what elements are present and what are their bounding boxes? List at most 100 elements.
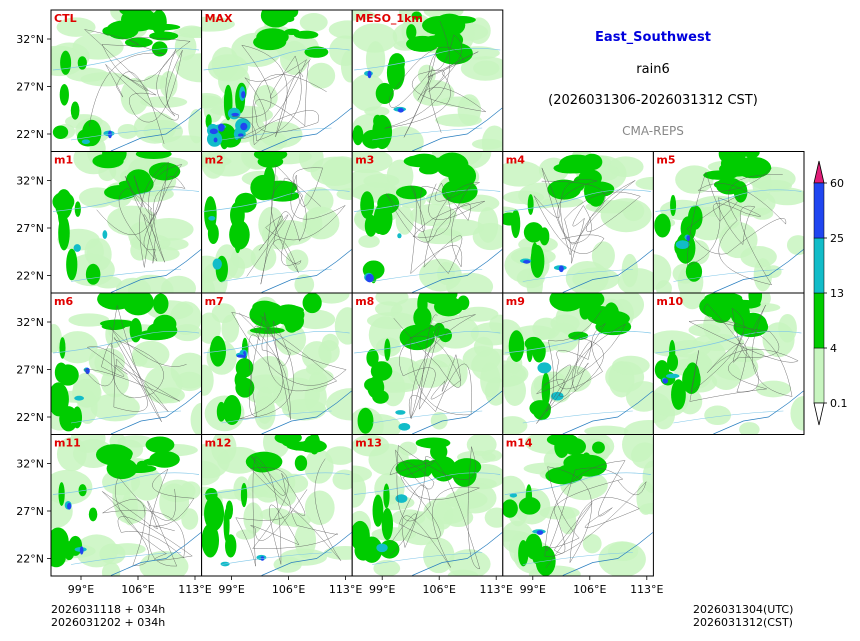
rain-very-heavy — [365, 273, 374, 283]
rain-light — [385, 126, 424, 152]
province-border — [260, 165, 277, 285]
rain-light — [279, 40, 309, 76]
rain-moderate — [57, 364, 79, 386]
rain-moderate — [395, 185, 427, 200]
rain-light — [80, 72, 131, 87]
province-border — [410, 325, 440, 419]
rain-light — [635, 176, 654, 191]
province-border — [254, 489, 308, 541]
province-border — [431, 34, 454, 71]
province-border — [718, 197, 761, 217]
province-border — [398, 445, 476, 480]
rain-light — [704, 405, 732, 426]
colorbar-segment — [813, 347, 825, 404]
colorbar-segment — [813, 292, 825, 349]
rain-very-heavy — [523, 259, 531, 264]
rain-moderate — [372, 114, 393, 150]
colorbar-segment — [813, 237, 825, 294]
rain-moderate — [85, 263, 101, 285]
province-border — [752, 304, 793, 397]
province-border — [262, 349, 291, 420]
province-border — [687, 171, 707, 266]
province-border — [536, 379, 565, 424]
coastline — [412, 249, 503, 293]
province-border — [96, 192, 162, 235]
rain-light — [161, 275, 197, 293]
rain-light — [373, 559, 401, 576]
rain-moderate — [682, 365, 701, 395]
province-border — [135, 50, 183, 123]
rain-moderate — [366, 348, 379, 367]
panel-m2: m2 — [201, 151, 353, 294]
rain-moderate — [383, 483, 390, 509]
rain-moderate — [249, 327, 285, 334]
rain-moderate — [360, 191, 375, 219]
province-border — [428, 52, 442, 133]
rain-light — [740, 245, 777, 268]
panel-m7: m7 — [201, 292, 353, 435]
province-border — [256, 117, 318, 133]
rain-light — [631, 442, 654, 469]
province-border — [707, 303, 759, 393]
province-border — [584, 507, 640, 528]
province-border — [235, 517, 256, 567]
province-border — [434, 182, 480, 202]
rain-moderate — [234, 371, 247, 389]
rain-moderate — [411, 11, 422, 20]
river-line — [372, 127, 483, 141]
rain-light — [201, 16, 235, 32]
province-border — [698, 167, 772, 192]
province-border — [419, 186, 449, 274]
rain-moderate — [352, 125, 364, 146]
coastline — [261, 249, 352, 293]
rain-very-heavy — [662, 378, 669, 384]
rain-moderate — [100, 319, 135, 328]
province-border — [153, 526, 175, 532]
colorbar: 0.1 4 13 25 60 — [813, 160, 848, 426]
rain-moderate — [145, 436, 175, 454]
rain-moderate — [549, 293, 586, 312]
rain-moderate — [55, 189, 73, 220]
river-line — [522, 410, 633, 424]
precip-field — [52, 151, 202, 293]
rain-moderate — [70, 101, 80, 120]
rain-heavy — [551, 391, 564, 401]
province-border — [384, 75, 451, 129]
province-border — [718, 220, 772, 286]
rain-moderate — [531, 242, 539, 269]
rain-very-heavy — [241, 91, 246, 99]
rain-moderate — [120, 10, 157, 32]
province-border — [412, 74, 486, 113]
province-border — [698, 183, 786, 225]
river-line — [203, 472, 350, 495]
province-border — [425, 456, 481, 569]
province-border — [258, 215, 283, 251]
rain-very-heavy — [367, 70, 372, 79]
rain-moderate — [51, 527, 69, 555]
province-border — [536, 323, 626, 395]
rain-light — [675, 165, 714, 194]
rain-heavy — [208, 215, 216, 221]
y-tick-label: 32°N — [16, 175, 44, 188]
province-border — [260, 312, 266, 321]
province-border — [441, 354, 457, 392]
rain-moderate — [284, 28, 300, 36]
river-line — [354, 472, 501, 495]
rain-light — [320, 156, 353, 192]
rain-light — [294, 274, 315, 293]
rain-light — [211, 303, 236, 324]
rain-very-heavy — [67, 502, 72, 510]
rain-moderate — [272, 304, 305, 325]
y-tick-label: 22°N — [16, 553, 44, 566]
province-border — [399, 484, 431, 524]
rain-light — [352, 473, 367, 508]
rain-heavy — [398, 422, 411, 431]
river-line — [673, 269, 784, 282]
rain-light — [294, 522, 317, 559]
rain-light — [107, 205, 157, 236]
rain-heavy — [81, 139, 90, 145]
init-time-cst: 2026031202 + 034h — [51, 616, 166, 629]
y-tick-label: 27°N — [16, 364, 44, 377]
panel-label: m14 — [506, 437, 533, 450]
river-line — [504, 330, 651, 354]
